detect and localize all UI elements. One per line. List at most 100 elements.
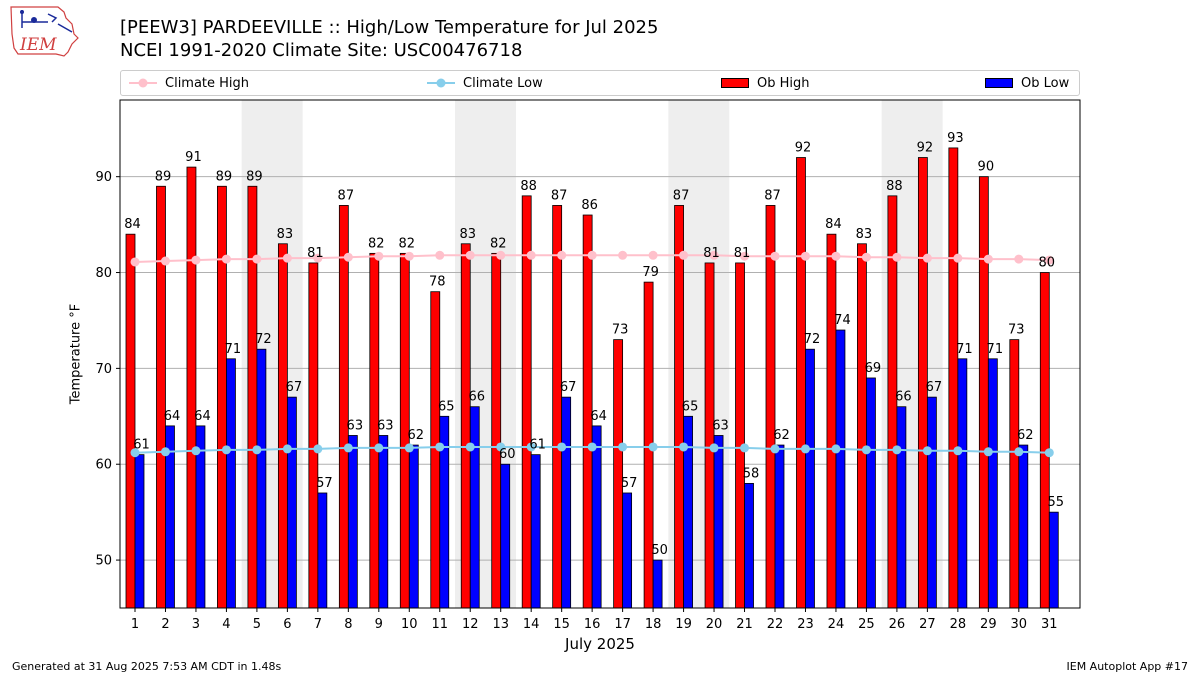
x-tick-label: 18 xyxy=(645,617,662,632)
ob-high-bar xyxy=(765,205,776,609)
climate-high-swatch xyxy=(129,78,157,88)
ob-high-bar xyxy=(857,243,867,609)
ob-high-bar xyxy=(491,252,502,609)
x-tick-label: 6 xyxy=(283,617,291,632)
ob-low-bar xyxy=(226,358,236,609)
climate-low-point xyxy=(160,447,170,457)
ob-low-bar xyxy=(1018,444,1029,609)
x-tick-label: 4 xyxy=(222,617,230,632)
x-tick-label: 26 xyxy=(889,617,906,632)
ob-high-label: 89 xyxy=(246,169,263,184)
ob-high-bar xyxy=(277,243,288,609)
climate-high-point xyxy=(709,250,719,260)
ob-low-bar xyxy=(317,492,328,609)
ob-high-bar xyxy=(125,233,136,609)
footer-generated: Generated at 31 Aug 2025 7:53 AM CDT in … xyxy=(12,660,282,673)
climate-low-point xyxy=(800,444,810,454)
x-tick-label: 17 xyxy=(614,617,631,632)
climate-high-point xyxy=(343,252,353,262)
climate-high-point xyxy=(191,255,201,265)
x-tick-label: 8 xyxy=(344,617,352,632)
weather-station-icon xyxy=(20,10,73,33)
ob-low-label: 64 xyxy=(194,409,211,424)
ob-low-label: 67 xyxy=(926,380,943,395)
ob-low-label: 64 xyxy=(164,409,181,424)
ob-high-bar xyxy=(186,166,197,609)
climate-high-point xyxy=(160,256,170,266)
climate-low-point xyxy=(709,443,719,453)
climate-high-point xyxy=(800,251,810,261)
ob-high-label: 89 xyxy=(155,169,172,184)
ob-low-label: 62 xyxy=(1017,428,1034,443)
climate-high-point xyxy=(892,252,902,262)
x-tick-label: 27 xyxy=(919,617,936,632)
ob-low-label: 65 xyxy=(682,399,699,414)
ob-low-label: 72 xyxy=(804,332,821,347)
climate-low-point xyxy=(861,445,871,455)
climate-low-point xyxy=(313,444,323,454)
legend-item-ob-high: Ob High xyxy=(721,71,810,95)
ob-high-label: 92 xyxy=(917,141,934,156)
climate-high-point xyxy=(740,251,750,261)
ob-low-bar xyxy=(1048,511,1059,609)
climate-low-point xyxy=(587,442,597,452)
ob-low-label: 71 xyxy=(987,342,1004,357)
ob-low-bar xyxy=(957,358,968,609)
y-tick-label: 90 xyxy=(95,170,112,185)
climate-low-point xyxy=(770,444,780,454)
legend-item-climate-low: Climate Low xyxy=(427,71,543,95)
ob-low-bar xyxy=(134,454,145,609)
x-tick-label: 5 xyxy=(253,617,261,632)
ob-low-label: 66 xyxy=(895,390,912,405)
ob-low-label: 64 xyxy=(590,409,607,424)
ob-high-bar xyxy=(796,157,806,609)
climate-high-point xyxy=(983,254,993,264)
ob-low-bar xyxy=(835,329,846,609)
x-tick-label: 11 xyxy=(431,617,448,632)
x-tick-label: 28 xyxy=(950,617,967,632)
ob-low-label: 69 xyxy=(865,361,882,376)
ob-low-bar xyxy=(713,435,724,609)
y-tick-label: 70 xyxy=(95,362,112,377)
climate-low-point xyxy=(648,442,658,452)
x-tick-label: 3 xyxy=(192,617,200,632)
ob-high-bar xyxy=(308,262,319,609)
ob-high-label: 82 xyxy=(368,236,385,251)
ob-low-bar xyxy=(347,435,358,609)
ob-high-label: 89 xyxy=(216,169,233,184)
ob-high-label: 81 xyxy=(703,246,720,261)
x-tick-label: 13 xyxy=(492,617,509,632)
climate-low-point xyxy=(282,444,292,454)
ob-low-bar xyxy=(744,482,754,609)
ob-low-bar xyxy=(256,348,267,609)
legend: Climate High Climate Low Ob High Ob Low xyxy=(120,70,1080,96)
x-tick-label: 12 xyxy=(462,617,479,632)
ob-low-label: 55 xyxy=(1048,495,1065,510)
ob-low-label: 67 xyxy=(560,380,577,395)
ob-high-label: 83 xyxy=(277,227,294,242)
ob-low-label: 71 xyxy=(225,342,242,357)
x-tick-label: 9 xyxy=(375,617,383,632)
climate-high-point xyxy=(861,252,871,262)
ob-high-bar xyxy=(552,205,563,609)
climate-low-point xyxy=(892,445,902,455)
y-tick-label: 80 xyxy=(95,266,112,281)
x-tick-label: 1 xyxy=(131,617,139,632)
legend-label-climate-low: Climate Low xyxy=(463,75,543,91)
ob-high-label: 82 xyxy=(490,236,507,251)
ob-high-label: 81 xyxy=(734,246,751,261)
climate-high-point xyxy=(1014,254,1024,264)
ob-high-bar xyxy=(338,205,349,609)
climate-high-point xyxy=(1044,255,1054,265)
x-tick-label: 14 xyxy=(523,617,540,632)
ob-low-label: 62 xyxy=(773,428,790,443)
x-tick-label: 20 xyxy=(706,617,723,632)
legend-label-climate-high: Climate High xyxy=(165,75,250,91)
y-tick-label: 50 xyxy=(95,554,112,569)
ob-high-label: 87 xyxy=(338,188,355,203)
ob-low-label: 58 xyxy=(743,466,760,481)
ob-low-bar xyxy=(408,444,419,609)
ob-high-bar xyxy=(156,185,166,609)
iem-logo: IEM xyxy=(10,6,79,57)
